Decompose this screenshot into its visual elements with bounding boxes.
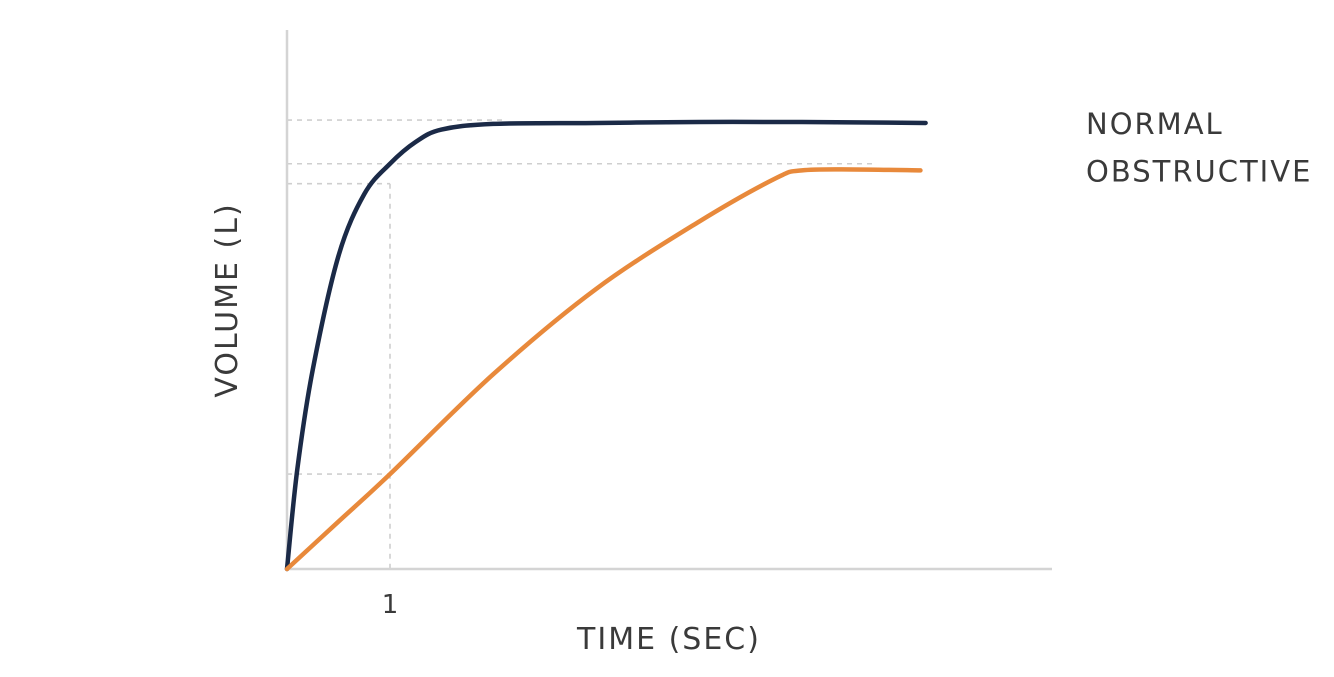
series-label-normal: NORMAL: [1086, 107, 1224, 141]
y-axis-title: VOLUME (L): [210, 202, 245, 397]
x-axis-title: TIME (SEC): [576, 622, 761, 657]
series-line-normal: [287, 122, 926, 569]
series-labels: NORMAL OBSTRUCTIVE: [1086, 107, 1312, 188]
reference-lines: [287, 120, 874, 569]
x-tick-labels: 1: [382, 590, 399, 620]
axes: [287, 30, 1052, 569]
x-tick-label: 1: [382, 590, 399, 620]
series-lines: [287, 122, 926, 569]
series-line-obstructive: [287, 169, 920, 569]
series-label-obstructive: OBSTRUCTIVE: [1086, 154, 1312, 188]
